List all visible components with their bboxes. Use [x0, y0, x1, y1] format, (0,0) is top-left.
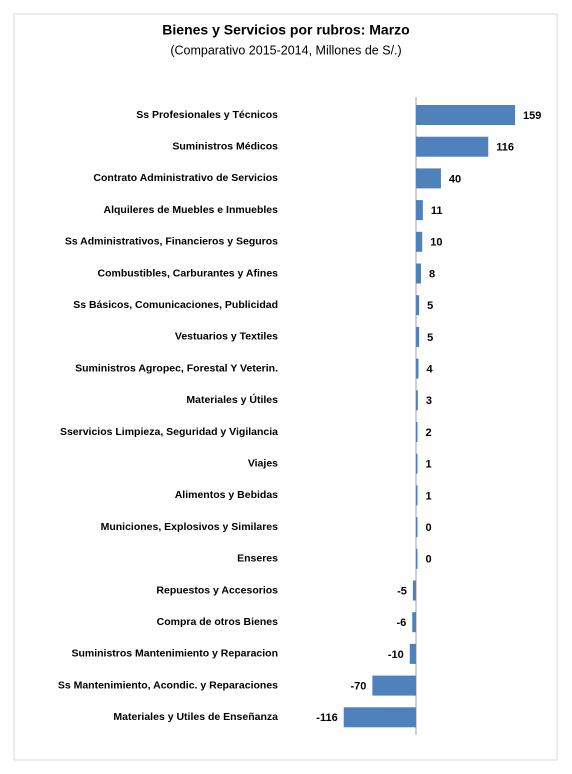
chart-title: Bienes y Servicios por rubros: Marzo: [162, 22, 409, 38]
bar: [412, 612, 416, 633]
bar: [416, 517, 418, 538]
value-label: 0: [426, 554, 432, 566]
bar: [416, 168, 441, 189]
category-label: Suministros Mantenimiento y Reparacion: [71, 648, 278, 660]
bar: [372, 675, 416, 696]
value-label: 159: [523, 110, 541, 122]
chart-border: [13, 13, 558, 761]
bar: [416, 263, 421, 284]
category-label: Viajes: [248, 457, 278, 469]
bar: [412, 580, 416, 601]
value-label: 4: [426, 364, 433, 376]
bar: [416, 326, 420, 347]
category-label: Alquileres de Muebles e Inmuebles: [104, 204, 279, 216]
bar: [416, 358, 419, 379]
value-label: 116: [496, 142, 514, 154]
value-label: -5: [397, 585, 407, 597]
chart-subtitle: (Comparativo 2015-2014, Millones de S/.): [170, 43, 401, 57]
category-label: Materiales y Utiles de Enseñanza: [113, 711, 278, 723]
value-label: -6: [396, 617, 406, 629]
category-label: Compra de otros Bienes: [157, 616, 279, 628]
category-label: Vestuarios y Textiles: [175, 331, 278, 343]
category-label: Combustibles, Carburantes y Afines: [98, 267, 279, 279]
category-label: Ss Básicos, Comunicaciones, Publicidad: [73, 299, 278, 311]
bar: [416, 200, 423, 221]
bar: [416, 136, 489, 157]
category-label: Repuestos y Accesorios: [156, 584, 278, 596]
value-label: 1: [426, 490, 432, 502]
value-label: 5: [427, 332, 433, 344]
bar: [416, 453, 418, 474]
bar: [416, 105, 516, 125]
bar: [416, 295, 420, 316]
value-label: 11: [431, 205, 443, 217]
value-label: 2: [426, 427, 432, 439]
category-label: Municiones, Explosivos y Similares: [101, 521, 279, 533]
category-label: Ss Profesionales y Técnicos: [136, 109, 278, 121]
category-label: Enseres: [237, 553, 278, 565]
value-label: 10: [430, 237, 442, 249]
category-label: Ss Mantenimiento, Acondic. y Reparacione…: [58, 679, 278, 691]
value-label: 0: [426, 522, 432, 534]
category-label: Suministros Médicos: [172, 140, 278, 152]
bar: [409, 643, 416, 664]
bar: [416, 485, 418, 506]
category-label: Ss Administrativos, Financieros y Seguro…: [65, 236, 278, 248]
value-label: 40: [449, 173, 461, 185]
bar: [343, 707, 416, 728]
category-label: Contrato Administrativo de Servicios: [93, 172, 278, 184]
value-label: 5: [427, 300, 433, 312]
value-label: -10: [388, 649, 404, 661]
bar: [416, 231, 423, 252]
category-label: Suministros Agropec, Forestal Y Veterin.: [75, 362, 278, 374]
value-label: -70: [350, 681, 366, 693]
category-label: Sservicios Limpieza, Seguridad y Vigilan…: [60, 426, 278, 438]
value-label: 8: [429, 268, 435, 280]
value-label: 1: [426, 459, 432, 471]
value-label: 3: [426, 395, 432, 407]
category-label: Materiales y Útiles: [186, 393, 278, 406]
bar: [416, 422, 418, 442]
bar: [416, 548, 418, 569]
value-label: -116: [316, 712, 337, 724]
category-label: Alimentos y Bebidas: [175, 489, 278, 501]
bar: [416, 390, 418, 411]
